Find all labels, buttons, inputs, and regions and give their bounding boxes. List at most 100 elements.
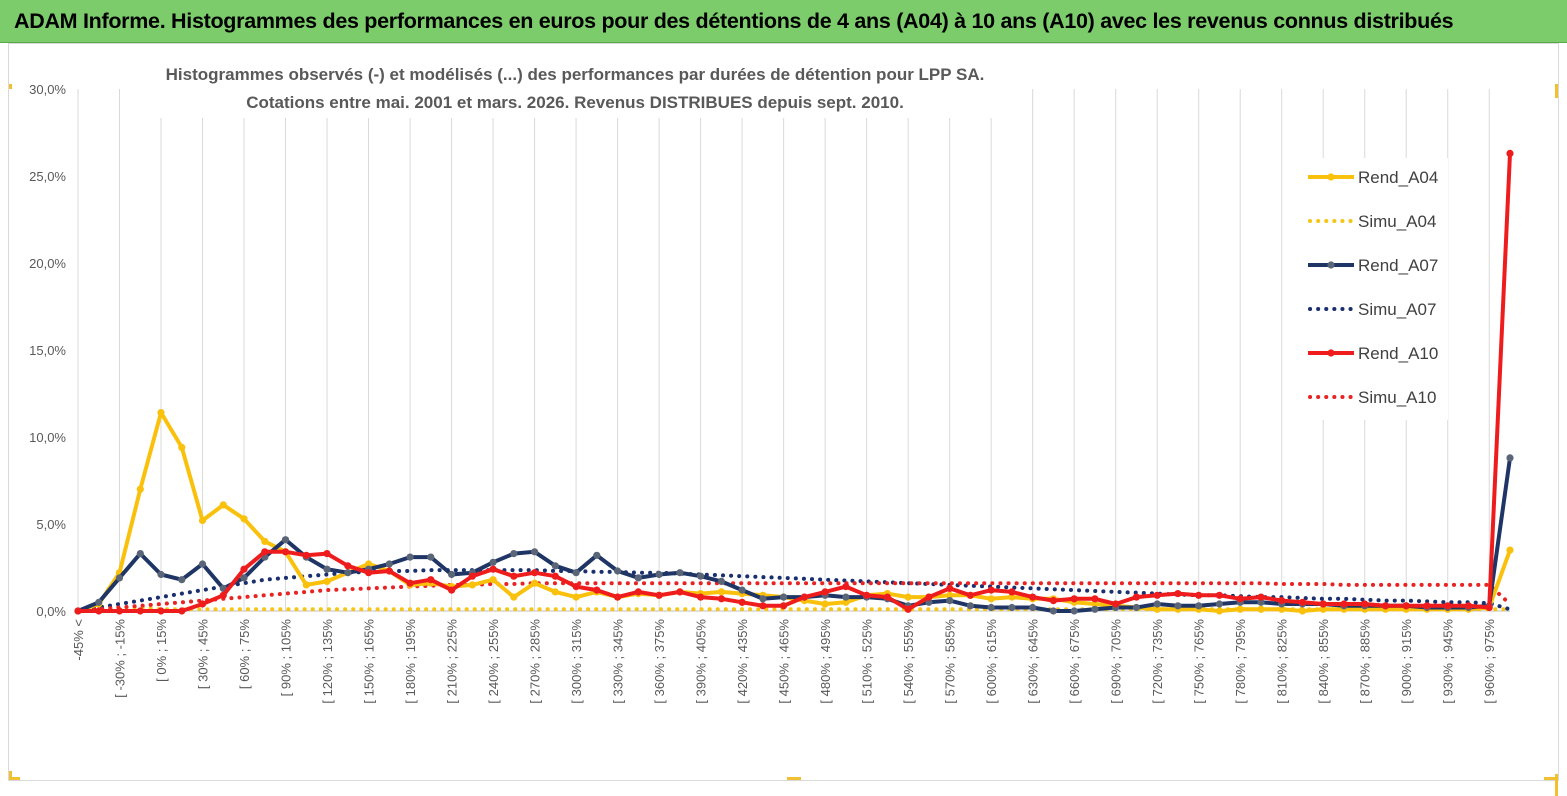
x-tick-label: [ 300% ; 315%	[569, 619, 584, 704]
x-tick-label: [ 150% ; 165%	[362, 619, 377, 704]
data-point	[1444, 602, 1452, 610]
x-tick-label: [ 900% ; 915%	[1399, 619, 1414, 704]
legend-marker	[1327, 261, 1335, 269]
data-point	[323, 577, 331, 586]
data-point	[1236, 595, 1244, 603]
data-point	[240, 515, 248, 523]
legend-item-rend_a07[interactable]: Rend_A07	[1308, 256, 1438, 275]
data-point	[344, 562, 352, 570]
data-point	[1506, 149, 1514, 157]
data-point	[115, 607, 124, 615]
x-tick-label: [ 720% ; 735%	[1150, 619, 1165, 704]
frame-handle-top-right[interactable]	[1545, 84, 1558, 98]
series-rend_a10	[74, 149, 1514, 615]
data-point	[1278, 597, 1286, 605]
data-point	[1008, 593, 1016, 601]
data-point	[178, 607, 186, 615]
data-point	[738, 586, 746, 594]
data-point	[572, 583, 580, 591]
data-point	[406, 553, 414, 561]
data-point	[1464, 602, 1473, 610]
data-point	[780, 602, 788, 610]
data-point	[1402, 602, 1410, 610]
x-tick-label: [ 570% ; 585%	[943, 619, 958, 704]
x-tick-label: [ 0% ; 15%	[154, 619, 169, 682]
data-point	[1485, 603, 1493, 612]
data-point	[448, 570, 456, 579]
data-point	[1070, 595, 1078, 603]
data-point	[1091, 605, 1099, 613]
data-point	[593, 586, 601, 594]
data-point	[136, 485, 144, 493]
data-point	[1298, 607, 1307, 615]
y-tick-label: 5,0%	[36, 517, 66, 532]
data-point	[1381, 602, 1390, 610]
data-point	[1215, 600, 1223, 608]
frame-handle-top-left[interactable]	[9, 84, 22, 89]
frame-handle-bottom-left[interactable]	[9, 771, 20, 780]
x-tick-label: [ 450% ; 465%	[777, 619, 792, 704]
data-point	[427, 553, 435, 561]
data-point	[946, 584, 954, 593]
data-point	[302, 581, 310, 589]
data-point	[946, 597, 954, 605]
data-point	[240, 565, 248, 573]
legend-item-rend_a04[interactable]: Rend_A04	[1308, 168, 1438, 187]
data-point	[572, 569, 580, 577]
data-point	[551, 572, 559, 580]
data-point	[1008, 588, 1016, 596]
data-point	[261, 537, 269, 546]
data-point	[1132, 603, 1140, 612]
x-tick-label: [ 480% ; 495%	[818, 619, 833, 704]
data-point	[821, 600, 829, 608]
x-tick-label: [ 390% ; 405%	[694, 619, 709, 704]
data-point	[655, 570, 663, 579]
legend-background	[1298, 158, 1448, 420]
data-point	[717, 595, 726, 603]
data-point	[178, 576, 186, 584]
frame-handle-right-middle[interactable]	[1545, 774, 1558, 796]
data-point	[904, 605, 912, 613]
x-tick-label: -45% <	[71, 619, 86, 661]
data-point	[95, 598, 103, 606]
x-tick-label: [ 690% ; 705%	[1109, 619, 1124, 704]
data-point	[1278, 605, 1286, 613]
legend-label: Simu_A04	[1358, 212, 1436, 231]
data-point	[157, 607, 165, 615]
y-tick-label: 25,0%	[29, 169, 66, 184]
x-tick-label: [ 960% ; 975%	[1482, 619, 1497, 704]
data-point	[468, 581, 476, 589]
frame-handle-bottom-right[interactable]	[1544, 774, 1556, 780]
data-point	[759, 595, 767, 603]
data-point	[240, 574, 248, 582]
grid-lines	[77, 89, 1490, 611]
x-tick-label: [ 510% ; 525%	[860, 619, 875, 704]
chart-title: Histogrammes observés (-) et modélisés (…	[166, 65, 985, 84]
data-point	[281, 536, 290, 544]
data-point	[676, 588, 684, 596]
legend-label: Rend_A07	[1358, 256, 1438, 275]
data-point	[925, 593, 933, 601]
x-tick-label: [ 330% ; 345%	[611, 619, 626, 704]
data-point	[1070, 607, 1078, 615]
data-point	[468, 572, 476, 580]
legend-item-simu_a07[interactable]: Simu_A07	[1308, 300, 1436, 319]
legend-item-simu_a04[interactable]: Simu_A04	[1308, 212, 1436, 231]
data-point	[115, 574, 124, 582]
y-tick-label: 20,0%	[29, 256, 66, 271]
data-point	[531, 548, 539, 556]
legend-marker	[1327, 349, 1335, 357]
legend-item-rend_a10[interactable]: Rend_A10	[1308, 344, 1438, 363]
data-point	[1319, 600, 1327, 608]
x-tick-label: [ 840% ; 855%	[1316, 619, 1331, 704]
x-tick-label: [ 780% ; 795%	[1233, 619, 1248, 704]
data-point	[219, 501, 227, 509]
frame-handle-bottom-middle[interactable]	[787, 774, 801, 780]
chart-frame	[8, 43, 1559, 796]
series-lines	[74, 149, 1514, 615]
legend-item-simu_a10[interactable]: Simu_A10	[1308, 388, 1436, 407]
data-point	[697, 572, 705, 580]
legend-marker	[1327, 173, 1335, 181]
data-point	[510, 572, 518, 580]
x-tick-label: [ 30% ; 45%	[196, 619, 211, 690]
